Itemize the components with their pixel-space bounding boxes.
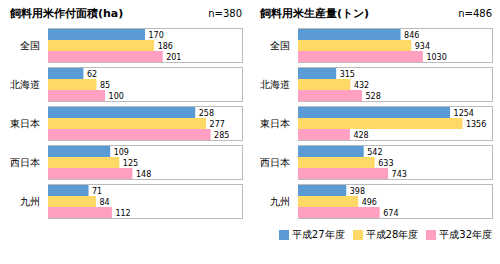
svg-text:674: 674 bbox=[383, 209, 398, 218]
svg-text:528: 528 bbox=[366, 92, 381, 101]
svg-text:全国: 全国 bbox=[270, 40, 290, 51]
svg-text:186: 186 bbox=[158, 42, 173, 51]
svg-text:84: 84 bbox=[99, 198, 109, 207]
svg-text:258: 258 bbox=[199, 109, 214, 118]
svg-text:西日本: 西日本 bbox=[260, 157, 290, 168]
svg-text:432: 432 bbox=[354, 81, 369, 90]
svg-text:201: 201 bbox=[166, 53, 181, 62]
html-text:飼料用米生産量(トン): 飼料用米生産量(トン) bbox=[260, 7, 370, 20]
svg-text:398: 398 bbox=[350, 187, 365, 196]
svg-text:496: 496 bbox=[362, 198, 377, 207]
svg-text:九州: 九州 bbox=[270, 196, 290, 207]
svg-text:九州: 九州 bbox=[20, 196, 40, 207]
svg-text:112: 112 bbox=[115, 209, 130, 218]
svg-text:71: 71 bbox=[92, 187, 102, 196]
html-text:平成27年度: 平成27年度 bbox=[291, 229, 345, 240]
html-text:平成28年度: 平成28年度 bbox=[365, 229, 419, 240]
svg-text:85: 85 bbox=[100, 81, 110, 90]
svg-text:428: 428 bbox=[353, 131, 368, 140]
svg-text:1254: 1254 bbox=[454, 109, 474, 118]
svg-text:125: 125 bbox=[123, 159, 138, 168]
svg-text:633: 633 bbox=[378, 159, 393, 168]
svg-text:北海道: 北海道 bbox=[260, 79, 290, 90]
svg-text:743: 743 bbox=[392, 170, 407, 179]
svg-text:1030: 1030 bbox=[426, 53, 446, 62]
svg-text:170: 170 bbox=[149, 31, 164, 40]
svg-text:846: 846 bbox=[404, 31, 419, 40]
svg-text:1356: 1356 bbox=[466, 120, 486, 129]
svg-text:62: 62 bbox=[87, 70, 97, 79]
svg-text:542: 542 bbox=[367, 148, 382, 157]
html-text:飼料用米作付面積(ha): 飼料用米作付面積(ha) bbox=[10, 7, 124, 20]
svg-text:109: 109 bbox=[114, 148, 129, 157]
html-text:n=380: n=380 bbox=[208, 8, 242, 19]
svg-text:148: 148 bbox=[136, 170, 151, 179]
svg-text:315: 315 bbox=[340, 70, 355, 79]
html-text:n=486: n=486 bbox=[458, 8, 492, 19]
svg-text:285: 285 bbox=[214, 131, 229, 140]
svg-text:全国: 全国 bbox=[20, 40, 40, 51]
svg-text:東日本: 東日本 bbox=[260, 118, 290, 129]
svg-text:934: 934 bbox=[415, 42, 430, 51]
svg-text:北海道: 北海道 bbox=[10, 79, 40, 90]
html-text:平成32年度: 平成32年度 bbox=[439, 229, 492, 240]
svg-text:東日本: 東日本 bbox=[10, 118, 40, 129]
svg-text:西日本: 西日本 bbox=[10, 157, 40, 168]
svg-text:277: 277 bbox=[210, 120, 225, 129]
svg-text:100: 100 bbox=[109, 92, 124, 101]
